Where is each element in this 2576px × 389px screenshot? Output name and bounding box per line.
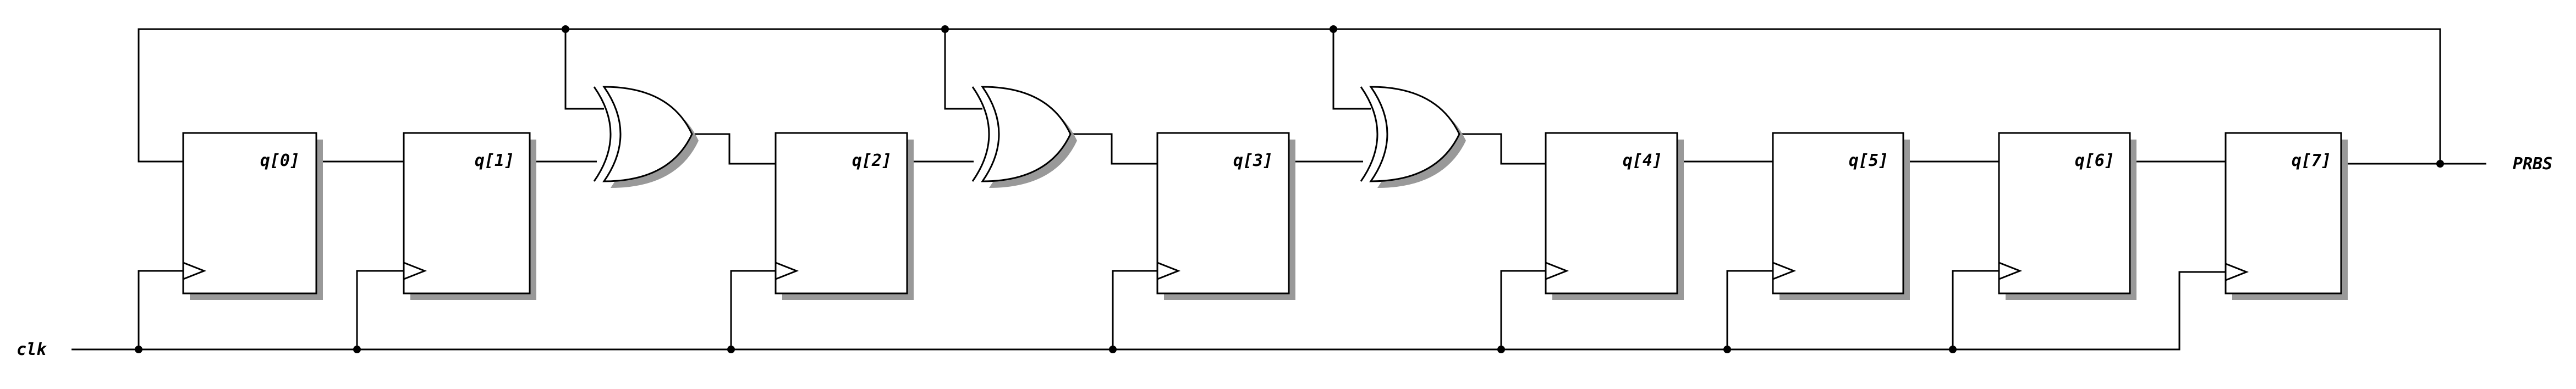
xor-gate-2 <box>1360 86 1466 188</box>
register-label: q[1] <box>475 151 514 170</box>
register-box <box>2225 132 2342 294</box>
junction-dot <box>727 346 735 353</box>
clock-triangle-icon <box>2225 263 2249 281</box>
register-q6: q[6] <box>1998 132 2136 300</box>
register-label: q[2] <box>852 151 892 170</box>
register-label: q[7] <box>2292 151 2331 170</box>
wires <box>72 28 2486 351</box>
clock-branch-4 <box>1500 270 1546 349</box>
junction-dot <box>2436 160 2444 168</box>
xor-gate-1 <box>971 86 1077 188</box>
clock-branch-3 <box>1112 270 1157 349</box>
junctions <box>135 25 2444 353</box>
xor-gate-0 <box>593 86 699 188</box>
clock-branch-1 <box>356 270 404 349</box>
xor-input-arc <box>971 86 990 182</box>
xor-input-arc <box>1360 86 1378 182</box>
wire-tap-xor2 <box>1332 29 1371 110</box>
register-q4: q[4] <box>1545 132 1684 300</box>
junction-dot <box>562 25 569 33</box>
wire-xor2-q4 <box>1459 133 1546 165</box>
register-box <box>1545 132 1678 294</box>
register-label: q[6] <box>2075 151 2114 170</box>
clk-input-label: clk <box>17 340 47 359</box>
clock-branch-6 <box>1952 270 1999 349</box>
feedback-bus <box>138 28 2441 164</box>
clock-branch-0 <box>138 270 183 349</box>
junction-dot <box>1949 346 1957 353</box>
clock-triangle-icon <box>1998 262 2023 280</box>
clock-triangle-icon <box>1545 262 1569 280</box>
register-q0: q[0] <box>182 132 323 300</box>
clock-triangle-icon <box>1157 262 1181 280</box>
clock-branch-2 <box>730 270 776 349</box>
junction-dot <box>1109 346 1117 353</box>
register-q7: q[7] <box>2225 132 2348 300</box>
xor-input-arc <box>593 86 612 182</box>
wire-xor1-q3 <box>1070 133 1157 165</box>
register-q1: q[1] <box>403 132 536 300</box>
wire-tap-xor0 <box>564 29 604 110</box>
wire-xor0-q2 <box>692 133 776 165</box>
register-box <box>403 132 531 294</box>
junction-dot <box>1330 25 1337 33</box>
clock-triangle-icon <box>403 262 427 280</box>
junction-dot <box>941 25 949 33</box>
clock-triangle-icon <box>775 262 799 280</box>
xor-body <box>1369 86 1460 182</box>
junction-dot <box>1497 346 1505 353</box>
junction-dot <box>135 346 142 353</box>
register-label: q[4] <box>1623 151 1662 170</box>
register-box <box>182 132 317 294</box>
register-q5: q[5] <box>1772 132 1910 300</box>
register-label: q[3] <box>1233 151 1273 170</box>
xor-body <box>981 86 1072 182</box>
prbs-output-label: PRBS <box>2513 154 2552 174</box>
junction-dot <box>1723 346 1731 353</box>
register-q2: q[2] <box>775 132 914 300</box>
register-label: q[5] <box>1849 151 1888 170</box>
register-box <box>1156 132 1290 294</box>
clock-bus <box>72 271 2226 351</box>
junction-dot <box>353 346 361 353</box>
wire-tap-xor1 <box>944 29 982 110</box>
register-label: q[0] <box>260 151 300 170</box>
clock-triangle-icon <box>1772 262 1797 280</box>
register-box <box>775 132 908 294</box>
register-box <box>1998 132 2131 294</box>
register-q3: q[3] <box>1156 132 1295 300</box>
xor-body <box>602 86 693 182</box>
clock-triangle-icon <box>183 262 207 280</box>
clock-branch-5 <box>1726 270 1773 349</box>
register-box <box>1772 132 1904 294</box>
